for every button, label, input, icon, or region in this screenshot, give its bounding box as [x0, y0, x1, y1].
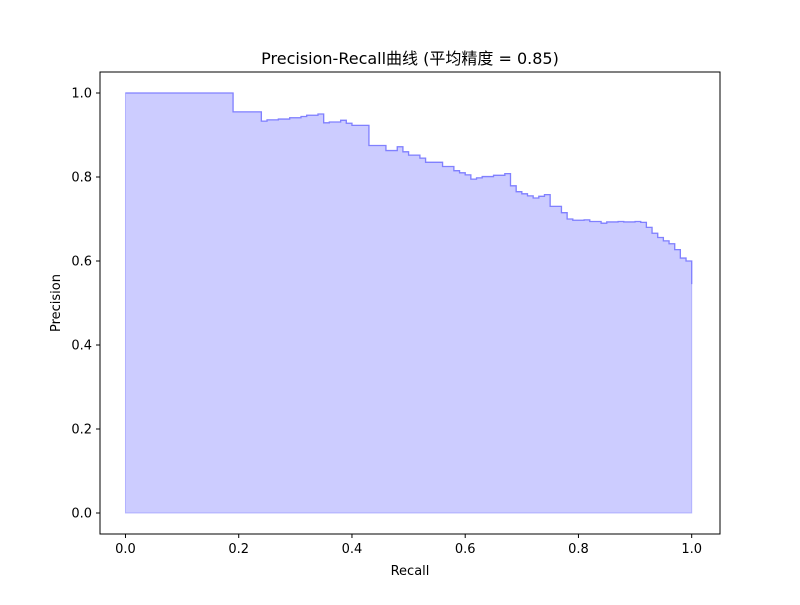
y-axis-label: Precision	[49, 274, 64, 332]
y-tick-label: 1.0	[71, 87, 92, 102]
y-tick-label: 0.6	[71, 255, 92, 270]
plot-frame	[99, 71, 721, 535]
y-tick-label: 0.0	[71, 507, 92, 522]
x-tick-label: 0.8	[568, 542, 589, 557]
plot-layer	[124, 92, 693, 514]
chart-title: Precision-Recall曲线 (平均精度 = 0.85)	[261, 49, 559, 68]
y-axis: 0.0 0.2 0.4 0.6 0.8 1.0	[71, 87, 100, 522]
y-tick-label: 0.2	[71, 423, 92, 438]
x-tick-label: 0.2	[228, 542, 249, 557]
y-tick-label: 0.4	[71, 339, 92, 354]
x-tick-label: 1.0	[681, 542, 702, 557]
x-tick-label: 0.4	[342, 542, 363, 557]
x-tick-label: 0.6	[455, 542, 476, 557]
y-tick-label: 0.8	[71, 171, 92, 186]
x-axis-label: Recall	[391, 564, 430, 579]
x-tick-label: 0.0	[115, 542, 136, 557]
pr-step-line	[125, 92, 693, 285]
x-axis: 0.0 0.2 0.4 0.6 0.8 1.0	[115, 534, 702, 557]
